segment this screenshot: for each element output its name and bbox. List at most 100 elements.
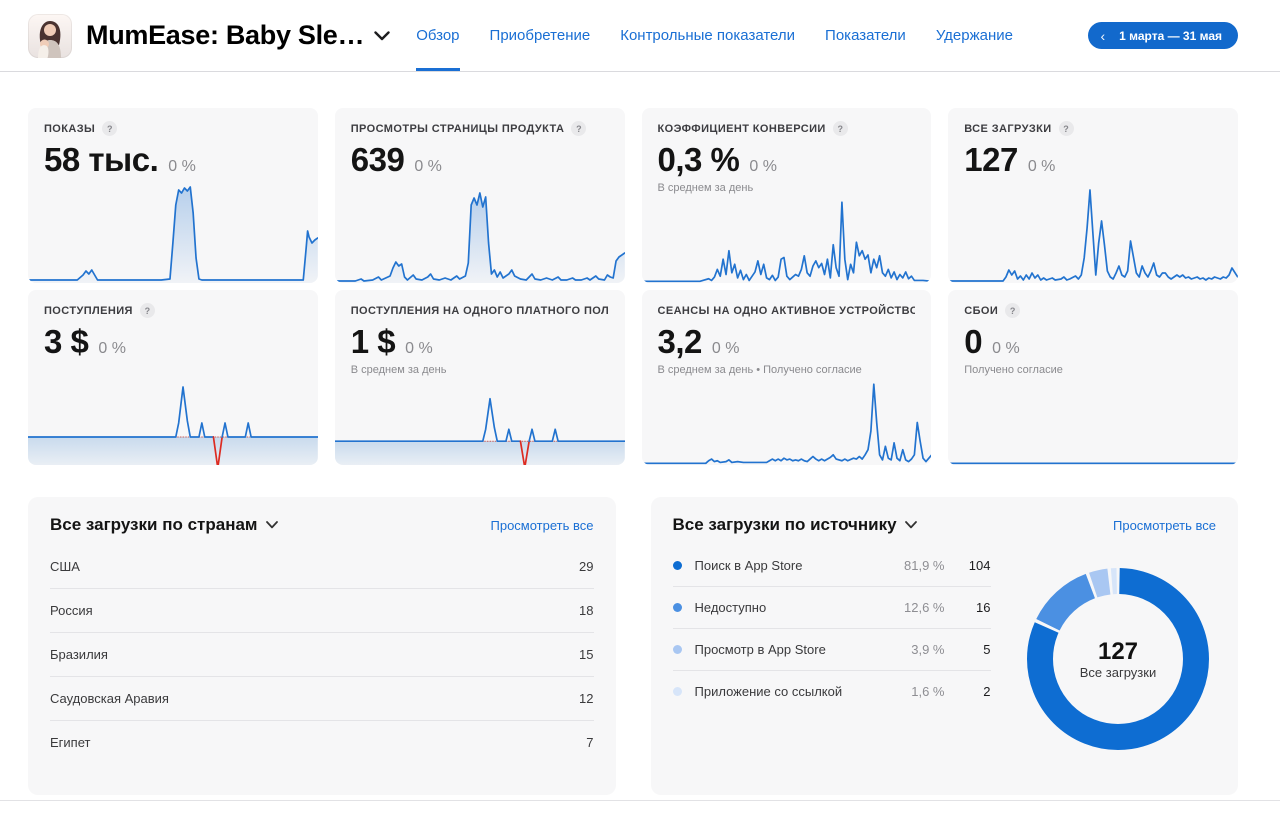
country-value: 15 bbox=[579, 647, 594, 662]
country-label: Бразилия bbox=[50, 647, 108, 662]
chevron-down-icon[interactable] bbox=[374, 30, 390, 41]
downloads-by-source-panel: Все загрузки по источнику Просмотреть вс… bbox=[650, 497, 1238, 795]
country-value: 18 bbox=[579, 603, 594, 618]
help-icon[interactable]: ? bbox=[1058, 121, 1074, 136]
metric-card[interactable]: ПОКАЗЫ ? 58 тыс. 0 % bbox=[28, 108, 318, 283]
table-row[interactable]: США 29 bbox=[50, 545, 594, 589]
metric-subtitle: В среднем за день • Получено согласие bbox=[657, 364, 862, 376]
country-value: 7 bbox=[586, 735, 594, 750]
source-count: 5 bbox=[983, 642, 991, 657]
metric-title: КОЭФФИЦИЕНТ КОНВЕРСИИ bbox=[657, 122, 826, 135]
metric-subtitle: Получено согласие bbox=[964, 364, 1063, 376]
metric-card[interactable]: ПОСТУПЛЕНИЯ НА ОДНОГО ПЛАТНОГО ПОЛЬЗ ? 1… bbox=[334, 290, 625, 465]
legend-dot-icon bbox=[672, 561, 682, 570]
source-count: 104 bbox=[968, 558, 991, 573]
metric-delta: 0 % bbox=[414, 158, 442, 175]
metric-card[interactable]: СЕАНСЫ НА ОДНО АКТИВНОЕ УСТРОЙСТВО ? 3,2… bbox=[641, 290, 932, 465]
metric-cards: ПОКАЗЫ ? 58 тыс. 0 % ПРОСМОТРЫ СТРАНИЦЫ … bbox=[28, 108, 1238, 465]
panel-title: Все загрузки по источнику bbox=[672, 515, 897, 534]
country-value: 29 bbox=[579, 559, 594, 574]
metric-value: 58 тыс. bbox=[44, 141, 159, 178]
metric-title: ВСЕ ЗАГРУЗКИ bbox=[964, 122, 1052, 135]
help-icon[interactable]: ? bbox=[571, 121, 587, 136]
metric-delta: 0 % bbox=[711, 340, 740, 357]
source-percent: 1,6 % bbox=[911, 684, 945, 699]
chevron-down-icon bbox=[265, 521, 278, 529]
metric-sparkline bbox=[948, 380, 1238, 465]
table-row[interactable]: Саудовская Аравия 12 bbox=[50, 677, 594, 721]
metric-subtitle: В среднем за день bbox=[350, 364, 447, 376]
date-range-button[interactable]: ‹ 1 марта — 31 мая bbox=[1088, 22, 1238, 49]
table-row[interactable]: Россия 18 bbox=[50, 589, 594, 633]
tab-benchmarks[interactable]: Контрольные показатели bbox=[620, 27, 796, 44]
nav-tabs: Обзор Приобретение Контрольные показатели П… bbox=[416, 0, 1013, 71]
metric-sparkline bbox=[642, 198, 932, 283]
table-row[interactable]: Египет 7 bbox=[50, 721, 594, 764]
metric-card[interactable]: ВСЕ ЗАГРУЗКИ ? 127 0 % bbox=[948, 108, 1238, 283]
view-all-link[interactable]: Просмотреть все bbox=[490, 517, 594, 533]
downloads-donut-chart[interactable]: 127 Все загрузки bbox=[1022, 563, 1214, 755]
metric-value: 3,2 bbox=[657, 323, 703, 360]
app-icon[interactable] bbox=[28, 13, 72, 58]
top-bar: MumEase: Baby Sle… Обзор Приобретение Конт… bbox=[0, 0, 1280, 72]
metric-delta: 0 % bbox=[405, 340, 433, 357]
country-label: США bbox=[50, 559, 80, 574]
metric-title: ПРОСМОТРЫ СТРАНИЦЫ ПРОДУКТА bbox=[350, 122, 565, 135]
source-panel-title-dropdown[interactable]: Все загрузки по источнику bbox=[673, 515, 917, 535]
help-icon[interactable]: ? bbox=[139, 303, 155, 318]
legend-dot-icon bbox=[672, 645, 682, 654]
source-percent: 3,9 % bbox=[911, 642, 945, 657]
list-item[interactable]: Поиск в App Store 81,9 % 104 bbox=[672, 545, 991, 587]
metric-value: 127 bbox=[964, 141, 1018, 178]
metric-sparkline bbox=[334, 380, 625, 465]
view-all-link[interactable]: Просмотреть все bbox=[1113, 517, 1216, 533]
tab-metrics[interactable]: Показатели bbox=[825, 27, 906, 44]
metric-delta: 0 % bbox=[992, 340, 1020, 357]
metric-title: СБОИ bbox=[964, 304, 999, 317]
tab-retention[interactable]: Удержание bbox=[935, 27, 1013, 44]
source-label: Приложение со ссылкой bbox=[694, 684, 843, 699]
metric-title: ПОСТУПЛЕНИЯ bbox=[44, 304, 133, 317]
donut-chart-area: 127 Все загрузки bbox=[991, 535, 1217, 755]
metric-subtitle: В среднем за день bbox=[657, 182, 754, 194]
app-title[interactable]: MumEase: Baby Sle… bbox=[86, 20, 365, 50]
metric-delta: 0 % bbox=[168, 158, 196, 175]
donut-rings bbox=[1027, 568, 1209, 750]
country-label: Египет bbox=[50, 735, 91, 750]
list-item[interactable]: Приложение со ссылкой 1,6 % 2 bbox=[672, 671, 991, 712]
metric-sparkline bbox=[28, 365, 318, 465]
panel-title: Все загрузки по странам bbox=[50, 515, 258, 534]
chevron-down-icon bbox=[904, 521, 917, 529]
metric-title: ПОСТУПЛЕНИЯ НА ОДНОГО ПЛАТНОГО ПОЛЬЗ bbox=[350, 304, 609, 317]
metric-delta: 0 % bbox=[1027, 158, 1056, 175]
list-item[interactable]: Недоступно 12,6 % 16 bbox=[672, 587, 991, 629]
source-count: 16 bbox=[976, 600, 991, 615]
bottom-divider bbox=[0, 800, 1280, 801]
table-row[interactable]: Бразилия 15 bbox=[50, 633, 594, 677]
help-icon[interactable]: ? bbox=[1005, 303, 1021, 318]
metric-value: 0 bbox=[964, 323, 983, 360]
help-icon[interactable]: ? bbox=[832, 121, 848, 136]
metric-card[interactable]: СБОИ ? 0 0 % Получено согласие bbox=[948, 290, 1238, 465]
metric-value: 1 $ bbox=[350, 323, 396, 360]
source-label: Недоступно bbox=[694, 600, 767, 615]
metric-card[interactable]: КОЭФФИЦИЕНТ КОНВЕРСИИ ? 0,3 % 0 % В сред… bbox=[641, 108, 932, 283]
country-label: Саудовская Аравия bbox=[50, 691, 169, 706]
metric-title: СЕАНСЫ НА ОДНО АКТИВНОЕ УСТРОЙСТВО bbox=[657, 304, 916, 317]
chevron-left-icon[interactable]: ‹ bbox=[1100, 27, 1106, 44]
tab-acquisition[interactable]: Приобретение bbox=[489, 27, 591, 44]
metric-value: 0,3 % bbox=[657, 141, 740, 178]
tab-overview[interactable]: Обзор bbox=[416, 0, 460, 71]
source-label: Поиск в App Store bbox=[694, 558, 803, 573]
list-item[interactable]: Просмотр в App Store 3,9 % 5 bbox=[672, 629, 991, 671]
source-percent: 12,6 % bbox=[904, 600, 945, 615]
metric-sparkline bbox=[334, 183, 625, 283]
country-panel-title-dropdown[interactable]: Все загрузки по странам bbox=[50, 515, 278, 535]
metric-card[interactable]: ПРОСМОТРЫ СТРАНИЦЫ ПРОДУКТА ? 639 0 % bbox=[334, 108, 625, 283]
metric-title: ПОКАЗЫ bbox=[44, 122, 96, 135]
metric-value: 639 bbox=[350, 141, 405, 178]
source-percent: 81,9 % bbox=[904, 558, 945, 573]
help-icon[interactable]: ? bbox=[102, 121, 118, 136]
mother-baby-illustration bbox=[38, 20, 61, 58]
metric-card[interactable]: ПОСТУПЛЕНИЯ ? 3 $ 0 % bbox=[28, 290, 318, 465]
